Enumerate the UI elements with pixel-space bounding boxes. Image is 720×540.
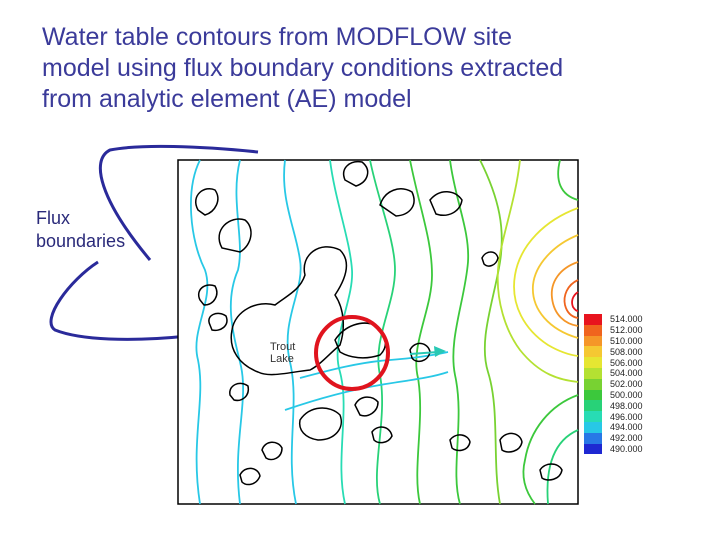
contour-line [284, 371, 449, 411]
legend-value: 496.000 [610, 411, 643, 422]
legend-swatch [584, 443, 602, 455]
lake-outline [449, 434, 471, 452]
head-legend: 514.000 512.000 510.000 508.000 506.000 504.0… [584, 314, 684, 455]
legend-row: 502.000 [584, 378, 684, 390]
lake-outline [261, 441, 283, 461]
legend-swatch [584, 411, 602, 422]
legend-value: 514.000 [610, 314, 643, 325]
contour-line [449, 159, 470, 505]
legend-swatch [584, 421, 602, 433]
lake-outline [499, 432, 523, 453]
lake-outline [371, 426, 393, 444]
legend-row: 492.000 [584, 432, 684, 444]
contour-line [532, 234, 579, 339]
lake-outline [481, 251, 499, 267]
legend-swatch [584, 335, 602, 347]
title-line-3: from analytic element (AE) model [42, 85, 412, 113]
legend-value: 510.000 [610, 335, 643, 346]
legend-swatch [584, 432, 602, 444]
highlight-circle [314, 315, 390, 391]
flux-boundary-bracket-upper [98, 144, 259, 261]
flux-label-line-1: Flux [36, 208, 71, 228]
flux-boundaries-label: Flux boundaries [36, 207, 125, 253]
contour-line [571, 291, 579, 312]
legend-row: 500.000 [584, 389, 684, 401]
title-line-1: Water table contours from MODFLOW site [42, 23, 513, 51]
map-frame [177, 159, 579, 505]
contour-line [550, 261, 579, 327]
lake-outline [343, 160, 369, 187]
legend-row: 506.000 [584, 357, 684, 368]
contour-line [229, 159, 245, 505]
legend-swatch [584, 314, 602, 325]
contour-line [513, 207, 579, 357]
flux-label-line-2: boundaries [36, 231, 126, 251]
contour-lines [190, 159, 579, 505]
lake-outline [539, 463, 563, 481]
legend-swatch [584, 346, 602, 358]
legend-value: 512.000 [610, 325, 643, 336]
lake-outline [298, 407, 342, 441]
legend-row: 508.000 [584, 346, 684, 358]
legend-swatch [584, 378, 602, 390]
trout-lake-label: Trout Lake [270, 341, 295, 365]
lake-outline [218, 218, 252, 253]
legend-swatch [584, 400, 602, 412]
legend-row: 496.000 [584, 411, 684, 422]
legend-swatch [584, 389, 602, 401]
legend-swatch [584, 324, 602, 336]
lake-outline [379, 188, 415, 217]
lake-outline [198, 284, 218, 306]
contour-line [563, 279, 579, 319]
lake-outline [239, 467, 261, 486]
contour-line [479, 159, 503, 505]
contour-line [522, 394, 579, 505]
legend-row: 514.000 [584, 314, 684, 325]
legend-value: 506.000 [610, 357, 643, 368]
lake-outline [195, 188, 219, 216]
legend-row: 512.000 [584, 324, 684, 336]
slide-title: Water table contours from MODFLOW site m… [42, 22, 702, 115]
contour-line [546, 429, 579, 505]
legend-row: 494.000 [584, 421, 684, 433]
flow-arrow [409, 346, 446, 357]
legend-value: 494.000 [610, 422, 643, 433]
contour-line [409, 159, 433, 505]
legend-value: 498.000 [610, 400, 643, 411]
lake-label-line-1: Trout [270, 341, 296, 353]
trout-lake-outline [230, 246, 348, 376]
legend-row: 490.000 [584, 443, 684, 455]
legend-value: 500.000 [610, 389, 643, 400]
contour-line [283, 159, 302, 505]
title-line-2: model using flux boundary conditions ext… [42, 54, 564, 82]
lake-outline [229, 382, 250, 402]
contour-line [190, 159, 209, 505]
contour-line [557, 159, 579, 201]
lake-outline [354, 396, 379, 417]
contour-line [329, 159, 353, 505]
legend-value: 508.000 [610, 346, 643, 357]
contour-line [299, 351, 449, 379]
lake-label-line-2: Lake [270, 353, 294, 365]
legend-row: 504.000 [584, 367, 684, 379]
contour-line [369, 159, 396, 505]
legend-value: 490.000 [610, 443, 643, 454]
lake-outline [208, 312, 228, 332]
legend-value: 502.000 [610, 379, 643, 390]
lake-outline [429, 191, 463, 216]
legend-value: 504.000 [610, 368, 643, 379]
legend-row: 498.000 [584, 400, 684, 412]
legend-swatch [584, 357, 602, 368]
legend-value: 492.000 [610, 433, 643, 444]
legend-swatch [584, 367, 602, 379]
legend-row: 510.000 [584, 335, 684, 347]
flux-boundary-bracket-lower [49, 260, 189, 341]
contour-line [496, 159, 579, 383]
